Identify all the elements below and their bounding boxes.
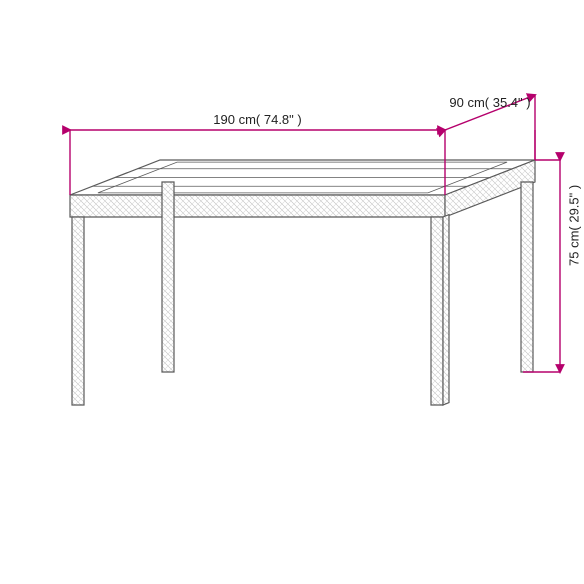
- width-dimension-label: 190 cm( 74.8" ): [213, 112, 301, 127]
- table-dimension-drawing: [0, 0, 584, 584]
- height-dimension-label: 75 cm( 29.5" ): [567, 185, 582, 266]
- depth-dimension-label: 90 cm( 35.4" ): [449, 95, 530, 110]
